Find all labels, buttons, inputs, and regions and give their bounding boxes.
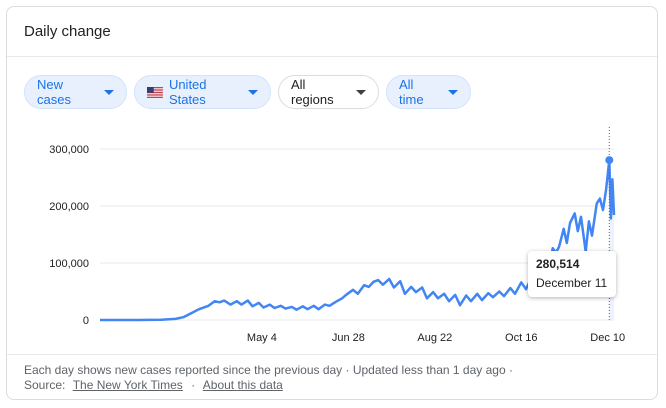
period-dropdown-label: All time (399, 77, 424, 107)
y-tick-label: 200,000 (49, 201, 89, 213)
source-label: Source: (24, 378, 66, 392)
caret-down-icon (248, 89, 258, 95)
hover-point (605, 156, 614, 165)
source-link[interactable]: The New York Times (72, 378, 183, 392)
x-tick-label: May 4 (247, 332, 277, 344)
footer-source: Source: The New York Times · About this … (24, 378, 283, 392)
chart-tooltip: 280,514 December 11 (528, 251, 616, 297)
location-dropdown[interactable]: United States (134, 75, 271, 109)
caret-down-icon (104, 89, 114, 95)
about-data-link[interactable]: About this data (202, 378, 283, 392)
regions-dropdown-label: All regions (291, 77, 334, 107)
metric-dropdown-label: New cases (37, 77, 71, 107)
footer-separator: · (191, 378, 196, 392)
location-dropdown-label: United States (168, 77, 207, 107)
x-tick-label: Jun 28 (332, 332, 365, 344)
x-tick-label: Dec 10 (590, 332, 625, 344)
x-tick-label: Aug 22 (417, 332, 452, 344)
regions-dropdown[interactable]: All regions (278, 75, 379, 109)
y-tick-label: 0 (83, 315, 89, 327)
us-flag-icon (147, 86, 163, 98)
series-line (100, 158, 616, 322)
header-divider (7, 56, 657, 57)
y-tick-label: 100,000 (49, 258, 89, 270)
footer-note: Each day shows new cases reported since … (24, 363, 513, 377)
tooltip-date: December 11 (536, 276, 608, 290)
footer-divider (7, 354, 657, 355)
caret-down-icon (448, 89, 458, 95)
caret-down-icon (356, 89, 366, 95)
card-title: Daily change (24, 23, 111, 40)
daily-change-card: Daily change New cases United States All… (6, 6, 658, 400)
tooltip-value: 280,514 (536, 257, 580, 271)
period-dropdown[interactable]: All time (386, 75, 471, 109)
y-tick-label: 300,000 (49, 144, 89, 156)
x-tick-label: Oct 16 (505, 332, 537, 344)
metric-dropdown[interactable]: New cases (24, 75, 127, 109)
daily-cases-chart[interactable]: 0 100,000 200,000 300,000 May 4 Jun 28 Aug 22… (7, 122, 657, 352)
